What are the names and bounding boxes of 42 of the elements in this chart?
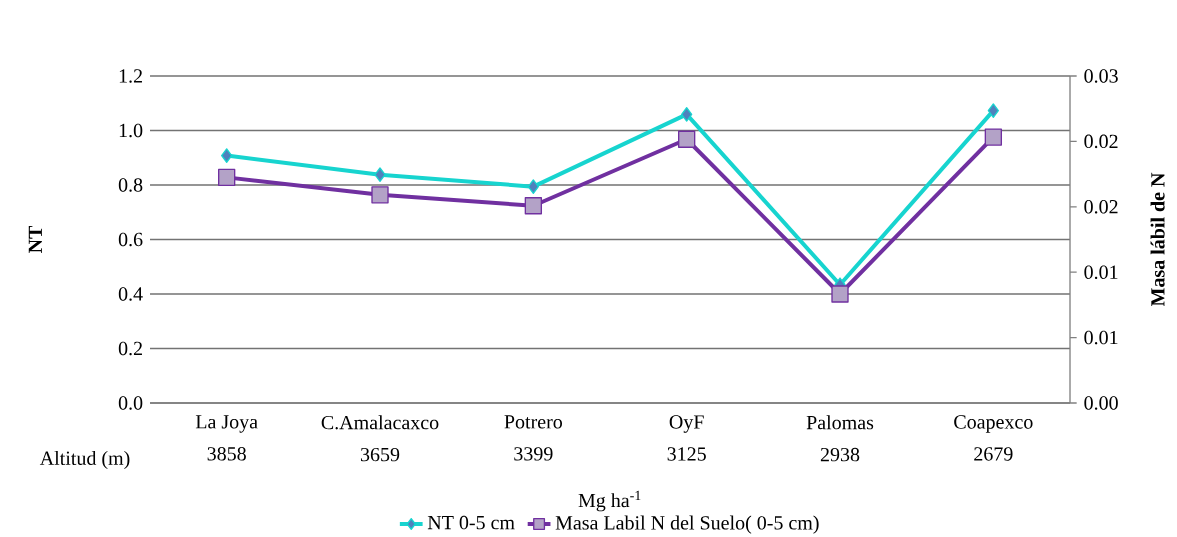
y-tick-label: 0.6 (118, 232, 143, 247)
x-tick-label: Palomas (806, 415, 874, 430)
point (678, 130, 696, 148)
text: 3125 (667, 447, 706, 461)
x-axis-title: Mg ha$^{-1}$ (578, 490, 641, 512)
point (524, 197, 543, 215)
y-axis-title: NT (28, 225, 42, 254)
y-tick-label: 1.2 (119, 69, 142, 83)
y-tick-label: 0.2 (118, 341, 142, 356)
point (374, 167, 386, 182)
x-tick-label: Coapexco (954, 415, 1033, 433)
y2-axis-title: Masa lábil de N (1150, 172, 1165, 307)
legend-label: NT 0-5 cm (427, 515, 515, 530)
y2-tick-label: 0.00 (1084, 396, 1118, 410)
point (987, 103, 1000, 118)
y-tick-label: 1.0 (119, 123, 143, 138)
point (221, 148, 233, 163)
y-tick-label: 0.4 (118, 287, 143, 301)
point (218, 168, 236, 187)
text: 3858 (207, 447, 246, 461)
point (371, 186, 389, 204)
text: 2938 (820, 447, 860, 462)
point (527, 179, 540, 194)
y2-tick-label: 0.01 (1084, 330, 1118, 345)
text: Altitud (m) (39, 450, 130, 470)
x-tick-label: OyF (669, 415, 704, 433)
x-tick-label: Potrero (504, 415, 563, 429)
point (681, 107, 693, 122)
x-tick-label: C.Amalacaxco (321, 415, 439, 430)
y2-tick-label: 0.03 (1084, 69, 1118, 83)
y-tick-label: 0.0 (118, 396, 143, 410)
text: 2679 (974, 447, 1013, 461)
y-tick-label: 0.8 (118, 178, 143, 192)
point (984, 128, 1003, 146)
y2-tick-label: 0.02 (1084, 134, 1118, 149)
text: 3659 (360, 447, 400, 462)
x-tick-label: La Joya (195, 415, 258, 433)
text: 3399 (514, 447, 553, 461)
legend-label: Masa Labil N del Suelo( 0-5 cm) (555, 515, 819, 534)
y2-tick-label: 0.02 (1084, 200, 1118, 214)
point (831, 285, 849, 303)
y2-tick-label: 0.01 (1084, 265, 1118, 280)
